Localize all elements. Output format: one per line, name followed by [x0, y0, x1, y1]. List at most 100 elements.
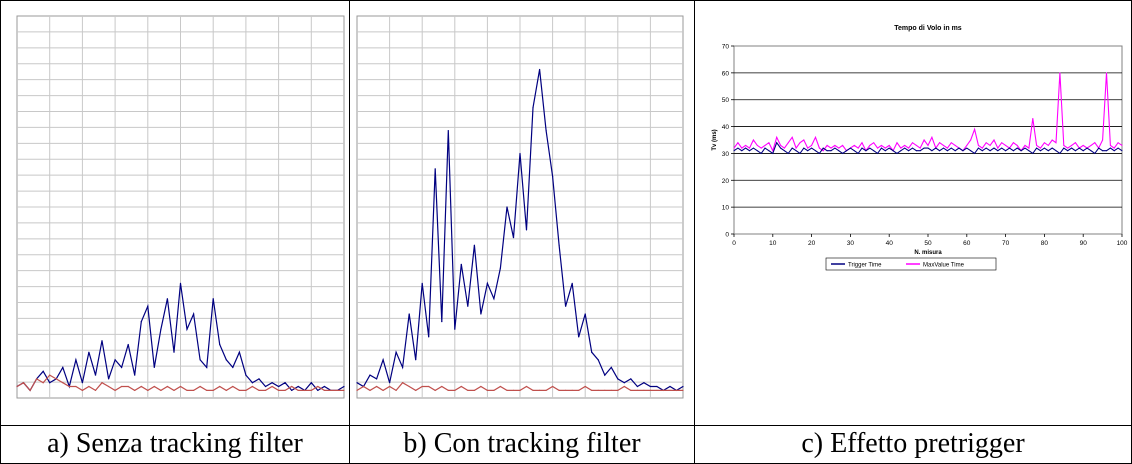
chart-a-series-1-point — [317, 389, 319, 391]
chart-b-series-2-point — [597, 389, 599, 391]
chart-c-xtick-label: 0 — [732, 240, 736, 247]
chart-c-point-maxvalue-time — [1106, 72, 1107, 74]
chart-c-point-trigger-time — [981, 150, 983, 152]
chart-c-point-trigger-time — [846, 150, 847, 152]
chart-a-series-2-point — [121, 385, 123, 388]
chart-b-series-2-point — [519, 389, 521, 391]
chart-c-point-trigger-time — [927, 147, 929, 149]
chart-c-point-trigger-time — [946, 150, 948, 152]
chart-a-series-2-point — [219, 385, 221, 388]
chart-c-point-trigger-time — [752, 147, 754, 149]
chart-c-point-trigger-time — [826, 150, 828, 152]
chart-c-point-trigger-time — [838, 150, 840, 152]
chart-a-series-1-point — [193, 313, 195, 315]
chart-b-series-2-point — [662, 389, 664, 391]
chart-c-point-trigger-time — [853, 150, 855, 152]
chart-c-point-maxvalue-time — [1047, 144, 1049, 146]
chart-c-point-trigger-time — [857, 152, 859, 154]
chart-b-series-1-point — [539, 68, 541, 71]
chart-c-point-maxvalue-time — [752, 139, 754, 141]
chart-b-series-1-point — [682, 385, 684, 388]
chart-a-series-2-point — [147, 389, 149, 391]
chart-c-point-maxvalue-time — [1090, 144, 1092, 146]
chart-c-point-trigger-time — [877, 152, 879, 154]
chart-a-series-2-point — [336, 389, 339, 391]
chart-a-series-2-point — [75, 385, 77, 388]
chart-c-point-maxvalue-time — [1051, 139, 1053, 141]
chart-c-point-maxvalue-time — [869, 144, 871, 146]
chart-b-series-2-point — [460, 385, 462, 388]
chart-c-xtick-label: 30 — [847, 240, 855, 247]
chart-b-series-1-point — [623, 382, 625, 384]
chart-c-point-maxvalue-time — [900, 147, 902, 149]
chart-a-series-1-point — [278, 385, 280, 388]
chart-c-point-maxvalue-time — [923, 139, 925, 141]
chart-c-point-maxvalue-time — [974, 128, 976, 130]
chart-a-series-2-point — [134, 389, 136, 391]
chart-a-series-1-point — [108, 378, 110, 380]
chart-b-series-2-point — [395, 389, 397, 391]
chart-c-point-trigger-time — [791, 147, 793, 149]
chart-c-xtick-label: 20 — [808, 240, 816, 247]
chart-b-series-1-point — [571, 282, 573, 284]
chart-c-point-maxvalue-time — [993, 139, 995, 141]
chart-a-series-2-point — [271, 385, 273, 388]
chart-c-point-trigger-time — [780, 147, 782, 149]
chart-b-series-1-point — [389, 382, 391, 384]
chart-a-series-2-point — [323, 389, 325, 391]
chart-c-point-maxvalue-time — [877, 147, 879, 149]
chart-b-series-1-point — [395, 351, 397, 353]
chart-c-point-trigger-time — [749, 150, 750, 152]
chart-b-series-1-point — [610, 366, 612, 368]
chart-c: Tempo di Volo in ms 0 10 20 30 40 50 60 70 0 10 20 3… — [712, 25, 1128, 271]
chart-a-series-1-point — [323, 385, 325, 388]
chart-c-point-maxvalue-time — [997, 147, 999, 149]
chart-c-point-maxvalue-time — [896, 142, 898, 144]
chart-c-point-trigger-time — [935, 147, 937, 149]
chart-b-series-1-point — [565, 305, 567, 307]
chart-c-point-trigger-time — [873, 150, 875, 152]
chart-a — [16, 15, 345, 399]
chart-a-series-2-point — [160, 389, 162, 391]
chart-a-series-2-point — [278, 389, 280, 391]
chart-c-point-trigger-time — [1009, 147, 1010, 149]
chart-c-xtick-label: 80 — [1041, 240, 1049, 247]
chart-c-point-trigger-time — [772, 152, 774, 154]
chart-a-series-1-point — [291, 389, 293, 391]
chart-c-point-maxvalue-time — [745, 144, 747, 146]
chart-b-series-1-point — [636, 385, 638, 388]
chart-a-series-2-point — [317, 385, 319, 388]
chart-a-series-1-point — [62, 366, 64, 368]
chart-c-point-maxvalue-time — [838, 147, 840, 149]
chart-c-point-trigger-time — [818, 152, 820, 154]
chart-c-point-maxvalue-time — [1063, 144, 1065, 146]
chart-a-series-1-point — [186, 328, 188, 330]
chart-c-point-trigger-time — [974, 152, 976, 154]
chart-b-series-2-point — [682, 389, 684, 391]
chart-c-point-trigger-time — [764, 147, 766, 149]
chart-c-point-trigger-time — [950, 147, 952, 149]
chart-c-point-maxvalue-time — [1040, 147, 1041, 149]
chart-a-series-2-point — [16, 385, 18, 388]
chart-a-series-1-point — [101, 340, 103, 342]
chart-c-point-maxvalue-time — [1067, 147, 1069, 149]
chart-c-point-trigger-time — [1106, 150, 1107, 152]
chart-b-series-2-point — [415, 389, 417, 391]
chart-c-point-maxvalue-time — [1071, 144, 1073, 146]
chart-b-series-1-point — [525, 229, 528, 231]
chart-c-point-trigger-time — [1001, 147, 1003, 149]
chart-c-point-trigger-time — [1090, 150, 1092, 152]
chart-a-series-1-point — [264, 385, 267, 388]
chart-b-series-2-point — [565, 389, 567, 391]
chart-b-series-1-point — [584, 313, 586, 315]
chart-b-series-1-point — [486, 282, 488, 284]
chart-a-series-2-point — [179, 385, 182, 388]
chart-c-point-maxvalue-time — [1043, 142, 1045, 144]
chart-c-point-maxvalue-time — [904, 144, 906, 146]
chart-c-point-trigger-time — [884, 150, 886, 152]
chart-b-series-1-point — [558, 244, 560, 246]
chart-c-point-trigger-time — [1121, 150, 1123, 152]
chart-a-series-1-point — [75, 359, 77, 361]
chart-c-point-trigger-time — [1117, 147, 1119, 149]
chart-b-series-2-point — [545, 389, 547, 391]
